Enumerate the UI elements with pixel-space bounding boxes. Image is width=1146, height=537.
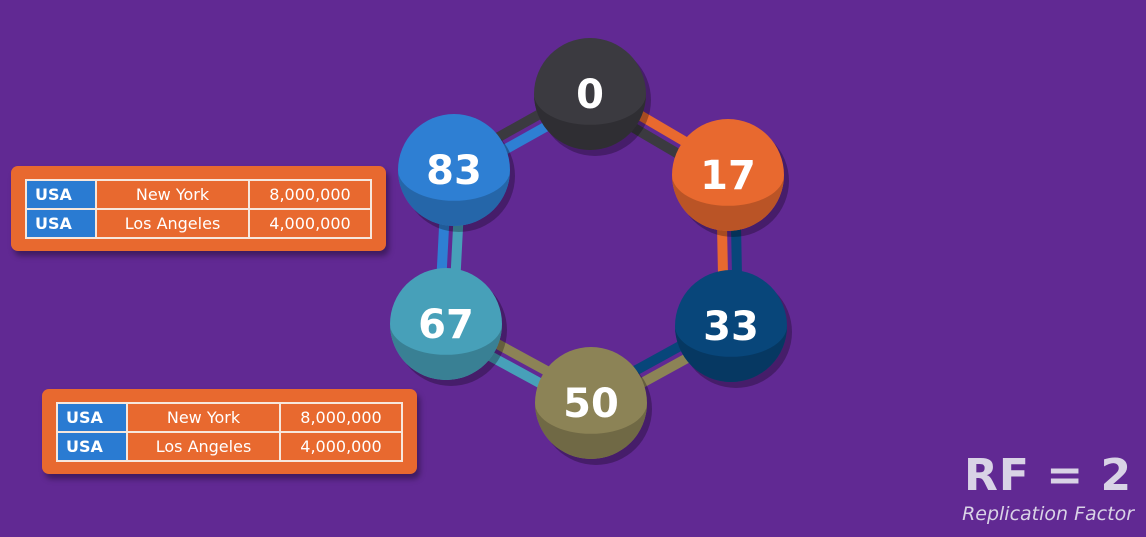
data-table: USA New York 8,000,000 USA Los Angeles 4… bbox=[25, 179, 372, 239]
token-label: 83 bbox=[426, 148, 482, 194]
table-row: USA Los Angeles 4,000,000 bbox=[56, 431, 403, 462]
country-cell: USA bbox=[56, 431, 128, 462]
node-shading bbox=[534, 94, 646, 150]
country-cell: USA bbox=[56, 402, 128, 433]
token-label: 50 bbox=[563, 381, 619, 427]
city-cell: Los Angeles bbox=[95, 208, 250, 239]
replication-factor-legend: RF = 2 Replication Factor bbox=[962, 450, 1134, 526]
token-label: 0 bbox=[576, 72, 604, 118]
population-cell: 8,000,000 bbox=[248, 179, 372, 210]
token-label: 17 bbox=[700, 153, 756, 199]
city-cell: Los Angeles bbox=[126, 431, 281, 462]
table-row: USA New York 8,000,000 bbox=[56, 402, 403, 433]
country-cell: USA bbox=[25, 179, 97, 210]
city-cell: New York bbox=[126, 402, 281, 433]
country-cell: USA bbox=[25, 208, 97, 239]
node-shading bbox=[398, 170, 510, 226]
node-shading bbox=[675, 326, 787, 382]
city-cell: New York bbox=[95, 179, 250, 210]
replication-factor-caption: Replication Factor bbox=[962, 503, 1134, 525]
data-table: USA New York 8,000,000 USA Los Angeles 4… bbox=[56, 402, 403, 462]
replication-factor-value: RF = 2 bbox=[964, 450, 1133, 501]
table-row: USA New York 8,000,000 bbox=[25, 179, 372, 210]
node-shading bbox=[672, 175, 784, 231]
token-label: 33 bbox=[703, 304, 759, 350]
node-shading bbox=[390, 324, 502, 380]
table-row: USA Los Angeles 4,000,000 bbox=[25, 208, 372, 239]
token-label: 67 bbox=[418, 302, 474, 348]
replica-table-1: USA New York 8,000,000 USA Los Angeles 4… bbox=[11, 166, 386, 251]
node-shading bbox=[535, 403, 647, 459]
population-cell: 4,000,000 bbox=[248, 208, 372, 239]
population-cell: 8,000,000 bbox=[279, 402, 403, 433]
replica-table-2: USA New York 8,000,000 USA Los Angeles 4… bbox=[42, 389, 417, 474]
population-cell: 4,000,000 bbox=[279, 431, 403, 462]
